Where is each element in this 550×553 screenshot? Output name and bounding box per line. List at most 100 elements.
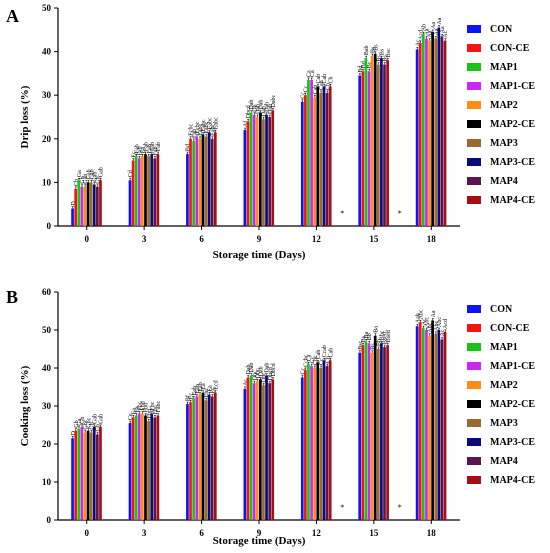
bar [243,130,247,226]
bar [373,53,377,226]
significance-label: Bab [364,45,370,55]
significance-label: Bs [373,44,379,51]
legend-label: MAP2-CE [490,399,535,410]
bar [156,415,160,520]
bar [364,58,368,226]
x-tick-label: 15 [369,234,379,244]
significance-label: Ba [364,331,370,338]
legend-swatch [467,25,481,33]
y-axis-title: Cooking loss (%) [19,365,31,446]
bar [249,112,253,226]
legend-label: CON-CE [490,323,530,334]
bar [316,86,320,226]
bar [428,40,431,227]
significance-label: Ac [422,318,428,325]
significance-label: Aa [431,22,437,29]
legend-label: MAP2-CE [490,119,535,130]
panel-label: B [6,287,18,307]
significance-label: Ca [310,70,316,77]
significance-label: Bsc [358,340,364,349]
bar [144,154,147,226]
bar [83,432,87,520]
legend-swatch [467,400,481,408]
asterisk-annotation: * [340,503,344,512]
significance-label: Fab [153,146,159,155]
significance-label: Abc [434,320,440,330]
significance-label: Dab [262,106,268,116]
bar [328,360,332,520]
significance-label: Gb [89,422,95,429]
significance-label: Ec [189,393,195,400]
legend-label: CON-CE [490,43,530,54]
significance-label: Eabc [201,119,207,131]
legend-label: MAP2 [490,380,518,391]
significance-label: Bsed [386,330,392,342]
y-tick-label: 0 [47,221,52,231]
bar [322,360,326,520]
significance-label: Dbc [252,370,258,380]
significance-label: Bf [185,395,192,401]
significance-label: Gb [80,417,86,424]
y-tick-label: 20 [42,134,52,144]
x-axis-title: Storage time (Days) [213,249,306,261]
bar [262,385,265,520]
bar [383,347,386,520]
significance-label: Cc [304,85,310,92]
bar [319,93,323,227]
significance-label: Cab [328,348,334,358]
x-tick-label: 3 [142,528,147,538]
bar [89,182,93,226]
bar [443,331,447,520]
significance-label: Bd [361,61,367,68]
significance-label: Cc [319,358,325,365]
significance-label: Ebc [204,388,210,398]
bar [99,426,102,520]
significance-label: Aa [428,30,434,37]
significance-label: Bb [367,333,373,340]
significance-label: Dab [246,365,252,375]
bar [99,180,102,226]
bar [431,31,434,227]
asterisk-annotation: * [398,209,402,218]
significance-label: Ecd [214,380,220,389]
bar [189,402,192,520]
bar [259,379,262,520]
significance-label: Bb [377,339,383,346]
significance-label: Bbc [380,330,386,340]
significance-label: Cc [300,92,306,99]
bar [137,158,141,226]
bar [186,154,189,226]
bar [92,184,96,226]
bar [265,375,268,520]
significance-label: Fab [156,142,162,151]
y-tick-label: 30 [42,401,52,411]
significance-label: Cb [328,76,334,83]
legend-label: MAP3-CE [490,437,535,448]
legend-label: MAP1 [490,62,518,73]
y-tick-label: 50 [42,325,52,335]
bar [86,182,90,226]
legend-label: MAP1-CE [490,361,535,372]
x-tick-label: 18 [427,234,437,244]
x-tick-label: 9 [257,234,262,244]
significance-label: Ca [307,354,313,361]
bar [440,339,444,520]
significance-label: Dbcd [246,105,252,118]
bar [271,379,275,520]
legend-swatch [467,476,481,484]
bar [144,415,147,520]
bar [71,438,74,520]
bar [141,156,144,226]
significance-label: Ca [307,70,313,77]
significance-label: Gb [80,176,86,183]
significance-label: Ec [131,151,137,158]
bar [325,93,329,227]
significance-label: Cb [325,83,331,90]
bar [307,79,310,226]
significance-label: Ccab [322,345,328,357]
significance-label: Af [242,121,249,127]
bar [440,36,444,227]
bar [80,426,84,520]
bar [134,415,138,520]
significance-label: Cbc [313,355,319,365]
